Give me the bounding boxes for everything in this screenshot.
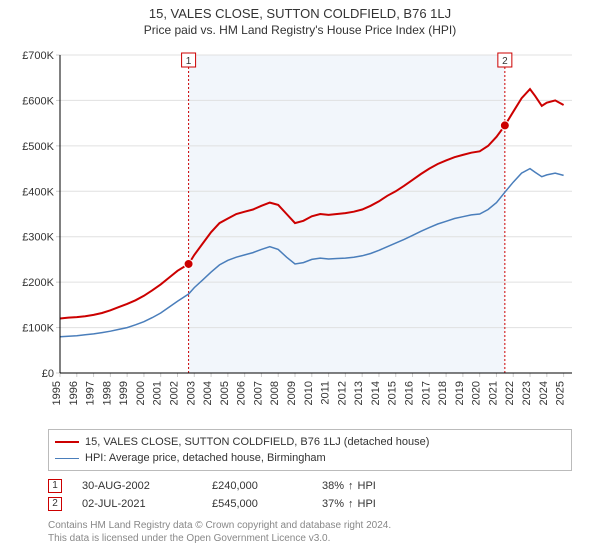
svg-text:2012: 2012	[336, 381, 348, 405]
title-block: 15, VALES CLOSE, SUTTON COLDFIELD, B76 1…	[0, 0, 600, 39]
legend-row: 15, VALES CLOSE, SUTTON COLDFIELD, B76 1…	[55, 434, 565, 450]
svg-text:2020: 2020	[471, 381, 483, 405]
svg-text:2002: 2002	[169, 381, 181, 405]
transaction-annotations: 1 30-AUG-2002 £240,000 38%↑HPI 2 02-JUL-2021 £…	[48, 477, 572, 513]
svg-text:2025: 2025	[555, 381, 567, 405]
svg-text:1996: 1996	[68, 381, 80, 405]
transaction-price: £240,000	[212, 477, 302, 495]
svg-text:2001: 2001	[152, 381, 164, 405]
delta-percent: 38%	[322, 477, 344, 495]
svg-text:2010: 2010	[303, 381, 315, 405]
svg-text:2004: 2004	[202, 381, 214, 405]
transaction-marker-badge: 2	[48, 497, 62, 511]
transaction-row: 2 02-JUL-2021 £545,000 37%↑HPI	[48, 495, 572, 513]
transaction-price: £545,000	[212, 495, 302, 513]
arrow-up-icon: ↑	[348, 495, 354, 513]
delta-vs-label: HPI	[358, 495, 376, 513]
svg-text:2003: 2003	[185, 381, 197, 405]
svg-text:2005: 2005	[219, 381, 231, 405]
svg-text:£200K: £200K	[22, 277, 54, 289]
svg-text:£100K: £100K	[22, 323, 54, 335]
legend-row: HPI: Average price, detached house, Birm…	[55, 450, 565, 466]
delta-vs-label: HPI	[358, 477, 376, 495]
chart-subtitle: Price paid vs. HM Land Registry's House …	[8, 23, 592, 37]
transaction-marker-badge: 1	[48, 479, 62, 493]
svg-text:£300K: £300K	[22, 232, 54, 244]
legend-swatch	[55, 458, 79, 459]
svg-text:£0: £0	[42, 368, 54, 380]
svg-text:2016: 2016	[404, 381, 416, 405]
svg-text:2009: 2009	[286, 381, 298, 405]
svg-text:2008: 2008	[269, 381, 281, 405]
svg-text:2019: 2019	[454, 381, 466, 405]
chart-container: 15, VALES CLOSE, SUTTON COLDFIELD, B76 1…	[0, 0, 600, 560]
transaction-delta: 38%↑HPI	[322, 477, 376, 495]
svg-text:2013: 2013	[353, 381, 365, 405]
footer-line1: Contains HM Land Registry data © Crown c…	[48, 519, 572, 532]
chart-title-address: 15, VALES CLOSE, SUTTON COLDFIELD, B76 1…	[8, 6, 592, 21]
svg-text:2015: 2015	[387, 381, 399, 405]
svg-text:£500K: £500K	[22, 141, 54, 153]
svg-text:2000: 2000	[135, 381, 147, 405]
legend: 15, VALES CLOSE, SUTTON COLDFIELD, B76 1…	[48, 429, 572, 471]
svg-text:1: 1	[186, 56, 192, 67]
svg-text:1997: 1997	[85, 381, 97, 405]
transaction-delta: 37%↑HPI	[322, 495, 376, 513]
svg-text:1999: 1999	[118, 381, 130, 405]
svg-text:2: 2	[502, 56, 508, 67]
arrow-up-icon: ↑	[348, 477, 354, 495]
legend-swatch	[55, 441, 79, 443]
svg-text:1998: 1998	[101, 381, 113, 405]
svg-text:2014: 2014	[370, 381, 382, 405]
svg-text:1995: 1995	[51, 381, 63, 405]
svg-text:2024: 2024	[538, 381, 550, 405]
svg-text:£700K: £700K	[22, 50, 54, 62]
attribution-footer: Contains HM Land Registry data © Crown c…	[48, 519, 572, 545]
svg-text:2021: 2021	[487, 381, 499, 405]
svg-text:2017: 2017	[420, 381, 432, 405]
svg-text:£600K: £600K	[22, 95, 54, 107]
chart-area: £0 £100K £200K £300K £400K £500K £600K £700K 199…	[12, 43, 592, 423]
svg-text:2018: 2018	[437, 381, 449, 405]
svg-text:£400K: £400K	[22, 186, 54, 198]
legend-label: 15, VALES CLOSE, SUTTON COLDFIELD, B76 1…	[85, 434, 429, 450]
svg-text:2011: 2011	[320, 381, 332, 405]
footer-line2: This data is licensed under the Open Gov…	[48, 532, 572, 545]
delta-percent: 37%	[322, 495, 344, 513]
svg-text:2006: 2006	[236, 381, 248, 405]
transaction-row: 1 30-AUG-2002 £240,000 38%↑HPI	[48, 477, 572, 495]
legend-label: HPI: Average price, detached house, Birm…	[85, 450, 326, 466]
transaction-date: 02-JUL-2021	[82, 495, 192, 513]
line-chart-svg: £0 £100K £200K £300K £400K £500K £600K £700K 199…	[12, 43, 592, 423]
transaction-date: 30-AUG-2002	[82, 477, 192, 495]
svg-text:2007: 2007	[252, 381, 264, 405]
svg-text:2023: 2023	[521, 381, 533, 405]
svg-text:2022: 2022	[504, 381, 516, 405]
